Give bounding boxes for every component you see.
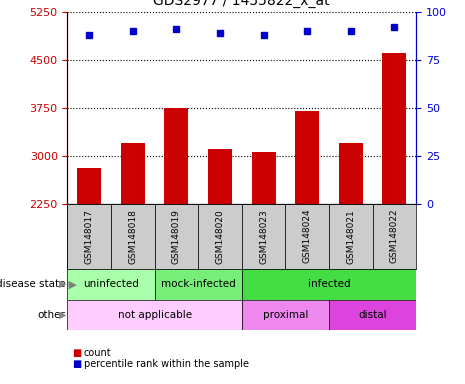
Text: not applicable: not applicable: [118, 310, 192, 320]
Text: distal: distal: [358, 310, 387, 320]
Bar: [154, 204, 198, 269]
Text: GSM148022: GSM148022: [390, 209, 399, 263]
Text: ■: ■: [72, 348, 81, 358]
Bar: [242, 269, 416, 300]
Text: GSM148023: GSM148023: [259, 209, 268, 263]
Bar: [339, 143, 363, 204]
Bar: [372, 204, 416, 269]
Bar: [198, 204, 242, 269]
Bar: [329, 300, 416, 330]
Bar: [67, 269, 154, 300]
Bar: [252, 152, 276, 204]
Bar: [67, 300, 242, 330]
Title: GDS2977 / 1455822_x_at: GDS2977 / 1455822_x_at: [153, 0, 330, 8]
Bar: [242, 300, 329, 330]
Bar: [111, 204, 154, 269]
Text: infected: infected: [308, 279, 350, 289]
Text: count: count: [84, 348, 111, 358]
Text: GSM148018: GSM148018: [128, 209, 137, 263]
Bar: [67, 204, 111, 269]
Text: mock-infected: mock-infected: [161, 279, 236, 289]
Text: ▶: ▶: [65, 279, 77, 289]
Bar: [165, 108, 188, 204]
Bar: [295, 111, 319, 204]
Text: ▶: ▶: [60, 279, 67, 289]
Text: ■: ■: [72, 359, 81, 369]
Text: other: other: [37, 310, 65, 320]
Bar: [382, 53, 406, 204]
Text: disease state: disease state: [0, 279, 65, 289]
Text: GSM148021: GSM148021: [346, 209, 355, 263]
Text: ▶: ▶: [60, 310, 67, 320]
Text: uninfected: uninfected: [83, 279, 139, 289]
Bar: [242, 204, 286, 269]
Text: GSM148019: GSM148019: [172, 209, 181, 263]
Bar: [77, 168, 101, 204]
Bar: [208, 149, 232, 204]
Text: GSM148020: GSM148020: [215, 209, 225, 263]
Text: GSM148024: GSM148024: [303, 209, 312, 263]
Bar: [154, 269, 242, 300]
Text: percentile rank within the sample: percentile rank within the sample: [84, 359, 249, 369]
Text: proximal: proximal: [263, 310, 308, 320]
Bar: [329, 204, 372, 269]
Text: GSM148017: GSM148017: [85, 209, 94, 263]
Bar: [286, 204, 329, 269]
Bar: [121, 143, 145, 204]
